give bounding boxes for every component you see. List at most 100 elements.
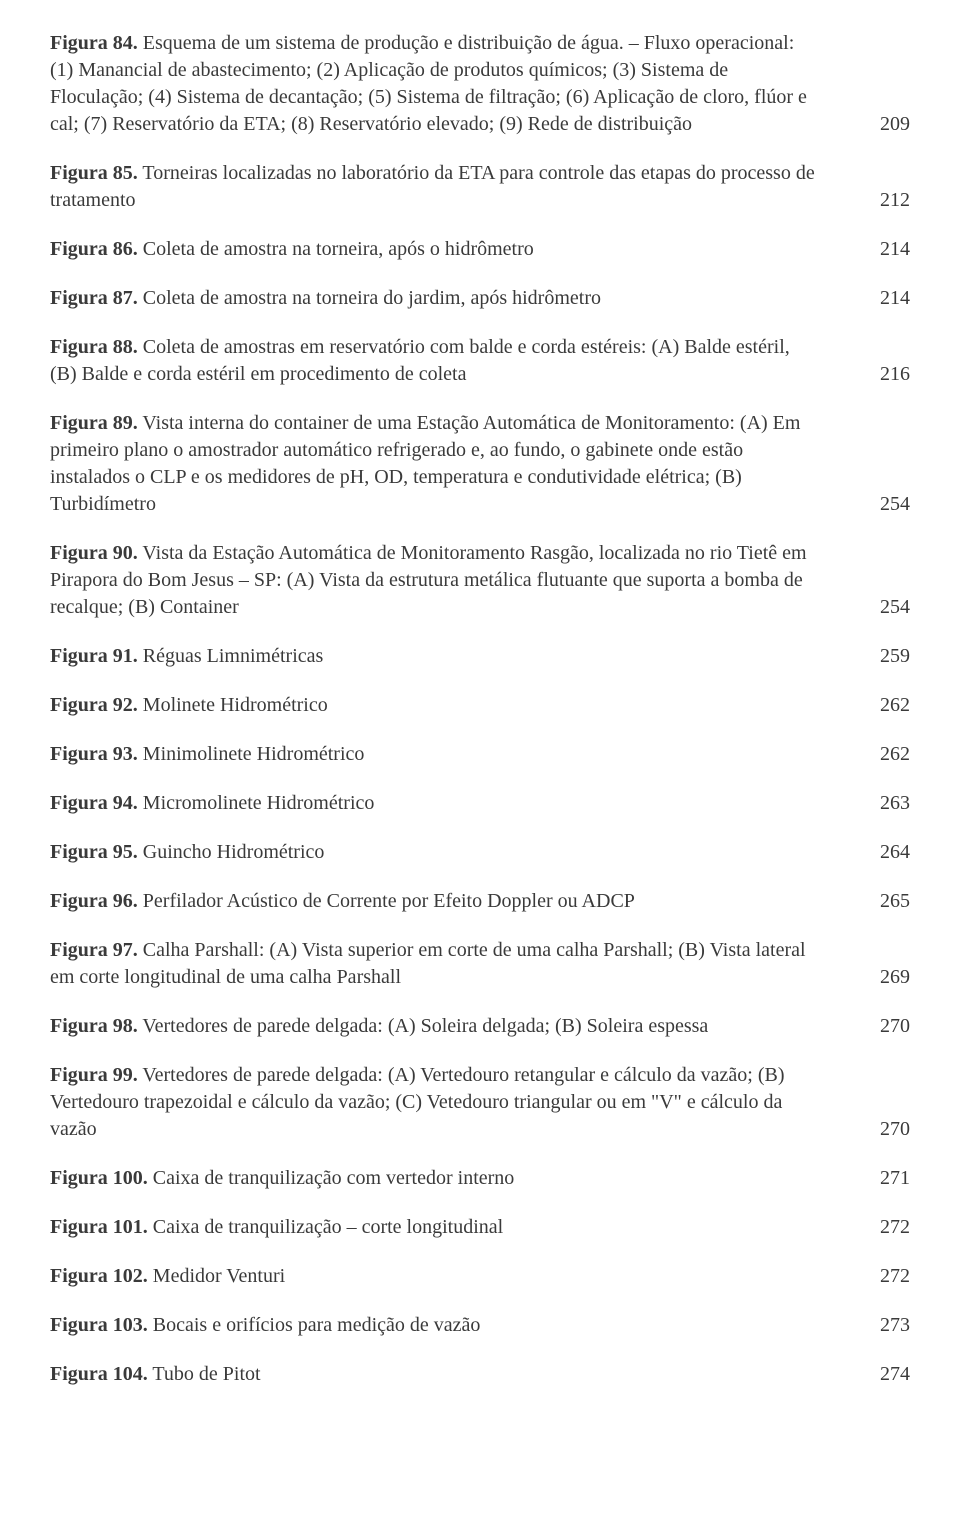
figure-label: Figura 98.	[50, 1015, 138, 1037]
figure-label: Figura 96.	[50, 890, 138, 912]
figure-page-number: 212	[850, 187, 910, 214]
figure-description: Vista interna do container de uma Estaçã…	[50, 412, 800, 515]
figure-page-number: 254	[850, 594, 910, 621]
figure-entry: Figura 88. Coleta de amostras em reserva…	[50, 334, 910, 388]
figure-description: Vertedores de parede delgada: (A) Soleir…	[138, 1015, 709, 1037]
figure-entry-text: Figura 103. Bocais e orifícios para medi…	[50, 1312, 820, 1339]
figure-page-number: 271	[850, 1165, 910, 1192]
figure-entry: Figura 85. Torneiras localizadas no labo…	[50, 160, 910, 214]
figure-label: Figura 92.	[50, 694, 138, 716]
figure-entry: Figura 92. Molinete Hidrométrico 262	[50, 692, 910, 719]
figure-entry: Figura 91. Réguas Limnimétricas 259	[50, 643, 910, 670]
figure-entry-text: Figura 85. Torneiras localizadas no labo…	[50, 160, 820, 214]
figure-entry-text: Figura 94. Micromolinete Hidrométrico	[50, 790, 820, 817]
figure-entry: Figura 99. Vertedores de parede delgada:…	[50, 1062, 910, 1143]
figure-entry: Figura 103. Bocais e orifícios para medi…	[50, 1312, 910, 1339]
figure-label: Figura 86.	[50, 238, 138, 260]
figure-label: Figura 104.	[50, 1363, 148, 1385]
figure-page-number: 269	[850, 964, 910, 991]
figure-entry: Figura 96. Perfilador Acústico de Corren…	[50, 888, 910, 915]
figure-entry: Figura 100. Caixa de tranquilização com …	[50, 1165, 910, 1192]
figure-entry: Figura 87. Coleta de amostra na torneira…	[50, 285, 910, 312]
figure-description: Coleta de amostra na torneira, após o hi…	[138, 238, 534, 260]
figure-description: Calha Parshall: (A) Vista superior em co…	[50, 939, 806, 988]
figure-label: Figura 91.	[50, 645, 138, 667]
figure-page-number: 259	[850, 643, 910, 670]
figure-entry-text: Figura 90. Vista da Estação Automática d…	[50, 540, 820, 621]
figure-entry: Figura 95. Guincho Hidrométrico 264	[50, 839, 910, 866]
figure-description: Tubo de Pitot	[148, 1363, 261, 1385]
figure-page-number: 274	[850, 1361, 910, 1388]
figure-entry-text: Figura 96. Perfilador Acústico de Corren…	[50, 888, 820, 915]
figure-page-number: 209	[850, 111, 910, 138]
figure-label: Figura 87.	[50, 287, 138, 309]
figure-entry-text: Figura 86. Coleta de amostra na torneira…	[50, 236, 820, 263]
figure-label: Figura 89.	[50, 412, 138, 434]
figure-page-number: 214	[850, 285, 910, 312]
figure-description: Vertedores de parede delgada: (A) Verted…	[50, 1064, 785, 1140]
figure-description: Vista da Estação Automática de Monitoram…	[50, 542, 807, 618]
figure-entry-text: Figura 93. Minimolinete Hidrométrico	[50, 741, 820, 768]
figure-description: Guincho Hidrométrico	[138, 841, 325, 863]
figure-label: Figura 99.	[50, 1064, 138, 1086]
figure-entry-text: Figura 99. Vertedores de parede delgada:…	[50, 1062, 820, 1143]
figure-page-number: 270	[850, 1116, 910, 1143]
figure-description: Minimolinete Hidrométrico	[138, 743, 365, 765]
figure-description: Coleta de amostras em reservatório com b…	[50, 336, 790, 385]
figure-description: Micromolinete Hidrométrico	[138, 792, 375, 814]
figure-entry-text: Figura 101. Caixa de tranquilização – co…	[50, 1214, 820, 1241]
figure-entry: Figura 89. Vista interna do container de…	[50, 410, 910, 518]
figure-label: Figura 100.	[50, 1167, 148, 1189]
figure-entry-text: Figura 97. Calha Parshall: (A) Vista sup…	[50, 937, 820, 991]
figure-description: Esquema de um sistema de produção e dist…	[50, 32, 807, 135]
figure-label: Figura 97.	[50, 939, 138, 961]
figure-description: Bocais e orifícios para medição de vazão	[148, 1314, 481, 1336]
figure-entry-text: Figura 87. Coleta de amostra na torneira…	[50, 285, 820, 312]
figure-page-number: 262	[850, 692, 910, 719]
figure-label: Figura 101.	[50, 1216, 148, 1238]
figure-label: Figura 94.	[50, 792, 138, 814]
figure-page-number: 216	[850, 361, 910, 388]
figure-entry: Figura 101. Caixa de tranquilização – co…	[50, 1214, 910, 1241]
figure-entry-text: Figura 84. Esquema de um sistema de prod…	[50, 30, 820, 138]
figure-label: Figura 84.	[50, 32, 138, 54]
figure-page-number: 254	[850, 491, 910, 518]
figure-entry: Figura 94. Micromolinete Hidrométrico263	[50, 790, 910, 817]
figure-entry-text: Figura 104. Tubo de Pitot	[50, 1361, 820, 1388]
figure-entry: Figura 104. Tubo de Pitot 274	[50, 1361, 910, 1388]
figure-page-number: 214	[850, 236, 910, 263]
figure-description: Medidor Venturi	[148, 1265, 285, 1287]
figure-entry-text: Figura 89. Vista interna do container de…	[50, 410, 820, 518]
figure-entry: Figura 86. Coleta de amostra na torneira…	[50, 236, 910, 263]
figure-entry: Figura 102. Medidor Venturi 272	[50, 1263, 910, 1290]
figure-label: Figura 88.	[50, 336, 138, 358]
figure-description: Torneiras localizadas no laboratório da …	[50, 162, 815, 211]
figure-page-number: 264	[850, 839, 910, 866]
figure-page-number: 272	[850, 1263, 910, 1290]
figure-entry-text: Figura 98. Vertedores de parede delgada:…	[50, 1013, 820, 1040]
figure-page-number: 265	[850, 888, 910, 915]
figure-page-number: 270	[850, 1013, 910, 1040]
figure-description: Caixa de tranquilização com vertedor int…	[148, 1167, 515, 1189]
figure-entry-text: Figura 88. Coleta de amostras em reserva…	[50, 334, 820, 388]
figure-label: Figura 90.	[50, 542, 138, 564]
figure-entry-text: Figura 102. Medidor Venturi	[50, 1263, 820, 1290]
figure-list: Figura 84. Esquema de um sistema de prod…	[50, 30, 910, 1388]
figure-description: Réguas Limnimétricas	[138, 645, 324, 667]
figure-entry: Figura 84. Esquema de um sistema de prod…	[50, 30, 910, 138]
figure-page-number: 273	[850, 1312, 910, 1339]
figure-description: Molinete Hidrométrico	[138, 694, 328, 716]
figure-description: Perfilador Acústico de Corrente por Efei…	[138, 890, 635, 912]
figure-page-number: 272	[850, 1214, 910, 1241]
figure-entry-text: Figura 91. Réguas Limnimétricas	[50, 643, 820, 670]
figure-description: Caixa de tranquilização – corte longitud…	[148, 1216, 503, 1238]
figure-label: Figura 103.	[50, 1314, 148, 1336]
figure-label: Figura 102.	[50, 1265, 148, 1287]
figure-entry-text: Figura 95. Guincho Hidrométrico	[50, 839, 820, 866]
figure-entry: Figura 98. Vertedores de parede delgada:…	[50, 1013, 910, 1040]
figure-entry: Figura 93. Minimolinete Hidrométrico262	[50, 741, 910, 768]
figure-entry: Figura 90. Vista da Estação Automática d…	[50, 540, 910, 621]
figure-entry: Figura 97. Calha Parshall: (A) Vista sup…	[50, 937, 910, 991]
figure-label: Figura 95.	[50, 841, 138, 863]
figure-description: Coleta de amostra na torneira do jardim,…	[138, 287, 601, 309]
